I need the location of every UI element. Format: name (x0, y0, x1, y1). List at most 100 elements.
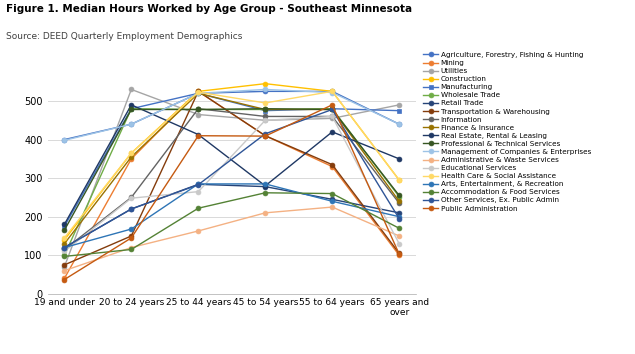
Line: Wholesale Trade: Wholesale Trade (62, 106, 401, 258)
Transportation & Warehousing (262, 133, 269, 138)
Educational Services (396, 241, 403, 246)
Wholesale Trade (194, 107, 202, 112)
Real Estate, Rental & Leasing (60, 222, 68, 227)
Other Services, Ex. Public Admin (328, 107, 336, 112)
Arts, Entertainment, & Recreation (60, 245, 68, 250)
Accommodation & Food Services (328, 192, 336, 196)
Retail Trade (194, 182, 202, 187)
Retail Trade (128, 207, 135, 211)
Agriculture, Forestry, Fishing & Hunting (60, 137, 68, 142)
Management of Companies & Enterprises (60, 138, 68, 142)
Public Administration (194, 133, 202, 138)
Line: Educational Services: Educational Services (62, 114, 401, 254)
Health Care & Social Assistance (194, 90, 202, 94)
Manufacturing (128, 107, 135, 111)
Information (60, 247, 68, 252)
Utilities (128, 87, 135, 92)
Arts, Entertainment, & Recreation (396, 215, 403, 219)
Retail Trade (60, 245, 68, 250)
Public Administration (328, 103, 336, 107)
Agriculture, Forestry, Fishing & Hunting (396, 122, 403, 126)
Transportation & Warehousing (60, 263, 68, 267)
Other Services, Ex. Public Admin (396, 217, 403, 221)
Arts, Entertainment, & Recreation (328, 199, 336, 204)
Manufacturing (262, 109, 269, 113)
Accommodation & Food Services (60, 254, 68, 258)
Real Estate, Rental & Leasing (128, 103, 135, 107)
Manufacturing (60, 224, 68, 228)
Professional & Technical Services (396, 193, 403, 198)
Professional & Technical Services (328, 107, 336, 112)
Mining (396, 253, 403, 257)
Line: Retail Trade: Retail Trade (62, 182, 401, 250)
Management of Companies & Enterprises (262, 87, 269, 92)
Educational Services (194, 189, 202, 194)
Transportation & Warehousing (396, 251, 403, 256)
Health Care & Social Assistance (60, 236, 68, 240)
Wholesale Trade (396, 195, 403, 199)
Line: Administrative & Waste Services: Administrative & Waste Services (62, 205, 401, 273)
Line: Professional & Technical Services: Professional & Technical Services (62, 106, 401, 233)
Construction (60, 238, 68, 242)
Finance & Insurance (328, 107, 336, 112)
Line: Manufacturing: Manufacturing (62, 91, 401, 229)
Management of Companies & Enterprises (328, 90, 336, 95)
Wholesale Trade (60, 253, 68, 257)
Other Services, Ex. Public Admin (194, 183, 202, 187)
Real Estate, Rental & Leasing (328, 130, 336, 134)
Educational Services (60, 249, 68, 253)
Arts, Entertainment, & Recreation (194, 182, 202, 186)
Professional & Technical Services (60, 228, 68, 232)
Accommodation & Food Services (262, 191, 269, 195)
Line: Mining: Mining (62, 89, 401, 281)
Professional & Technical Services (262, 107, 269, 111)
Legend: Agriculture, Forestry, Fishing & Hunting, Mining, Utilities, Construction, Manuf: Agriculture, Forestry, Fishing & Hunting… (424, 52, 591, 211)
Public Administration (262, 134, 269, 138)
Educational Services (328, 114, 336, 119)
Utilities (328, 116, 336, 120)
Utilities (262, 118, 269, 122)
Management of Companies & Enterprises (194, 91, 202, 96)
Educational Services (128, 196, 135, 200)
Health Care & Social Assistance (262, 101, 269, 105)
Wholesale Trade (128, 107, 135, 111)
Mining (194, 89, 202, 93)
Agriculture, Forestry, Fishing & Hunting (328, 89, 336, 93)
Public Administration (396, 252, 403, 256)
Mining (128, 157, 135, 161)
Mining (60, 276, 68, 280)
Text: Source: DEED Quarterly Employment Demographics: Source: DEED Quarterly Employment Demogr… (6, 32, 243, 41)
Text: Figure 1. Median Hours Worked by Age Group - Southeast Minnesota: Figure 1. Median Hours Worked by Age Gro… (6, 4, 413, 13)
Retail Trade (262, 184, 269, 189)
Public Administration (128, 236, 135, 240)
Retail Trade (396, 211, 403, 215)
Manufacturing (396, 109, 403, 113)
Mining (328, 165, 336, 169)
Line: Agriculture, Forestry, Fishing & Hunting: Agriculture, Forestry, Fishing & Hunting (62, 89, 401, 142)
Arts, Entertainment, & Recreation (262, 182, 269, 186)
Professional & Technical Services (128, 107, 135, 112)
Administrative & Waste Services (396, 234, 403, 238)
Line: Construction: Construction (62, 81, 401, 242)
Line: Transportation & Warehousing: Transportation & Warehousing (62, 89, 401, 267)
Other Services, Ex. Public Admin (128, 207, 135, 211)
Line: Health Care & Social Assistance: Health Care & Social Assistance (62, 89, 401, 240)
Administrative & Waste Services (60, 269, 68, 273)
Wholesale Trade (262, 107, 269, 112)
Management of Companies & Enterprises (396, 122, 403, 126)
Construction (396, 178, 403, 182)
Line: Information: Information (62, 106, 401, 252)
Finance & Insurance (194, 91, 202, 96)
Other Services, Ex. Public Admin (262, 132, 269, 136)
Manufacturing (194, 91, 202, 96)
Real Estate, Rental & Leasing (396, 157, 403, 161)
Line: Other Services, Ex. Public Admin: Other Services, Ex. Public Admin (62, 107, 401, 250)
Accommodation & Food Services (128, 247, 135, 252)
Utilities (60, 265, 68, 269)
Transportation & Warehousing (128, 234, 135, 238)
Line: Finance & Insurance: Finance & Insurance (62, 91, 401, 246)
Health Care & Social Assistance (128, 151, 135, 155)
Finance & Insurance (60, 241, 68, 246)
Public Administration (60, 278, 68, 282)
Information (396, 201, 403, 205)
